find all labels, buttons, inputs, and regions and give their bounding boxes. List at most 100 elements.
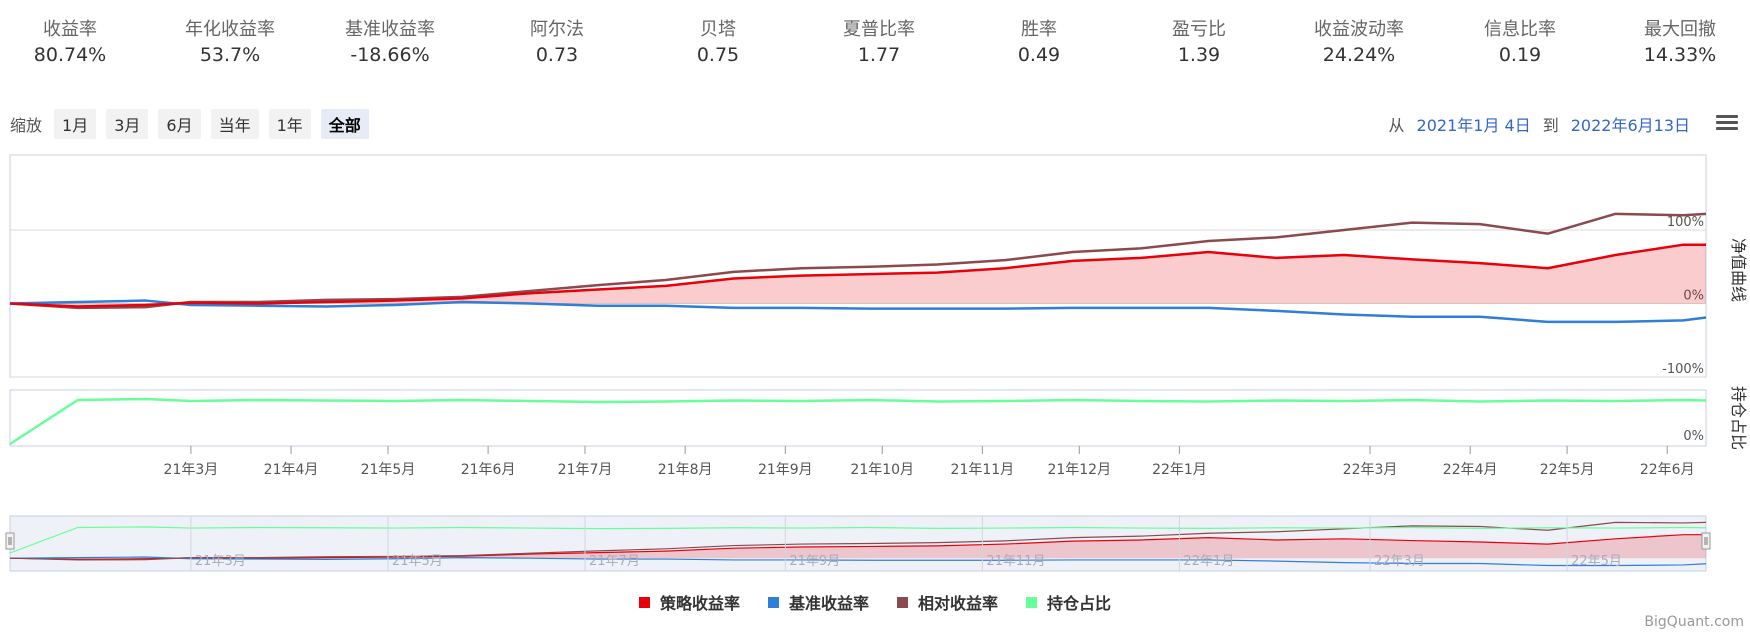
navigator-tick-label: 21年11月 — [986, 554, 1045, 569]
x-tick-label: 21年11月 — [951, 462, 1015, 478]
navigator-tick-label: 22年1月 — [1183, 554, 1234, 569]
navigator-tick-label: 21年5月 — [392, 554, 443, 569]
stat-label: 年化收益率 — [185, 19, 275, 40]
navigator-series-2 — [9, 521, 1707, 561]
stat-value: 0.75 — [696, 44, 740, 66]
pane-title-position: 持仓占比 — [1729, 386, 1748, 450]
navigator-series-1 — [9, 556, 1707, 567]
y-tick-label: 100% — [1667, 215, 1704, 230]
handle-box — [5, 532, 15, 550]
x-tick-label: 21年4月 — [264, 462, 319, 478]
zoom-1m-button[interactable]: 1月 — [54, 109, 97, 139]
x-tick-label: 21年10月 — [850, 462, 914, 478]
stat-value: 14.33% — [1643, 44, 1717, 66]
zoom-label: 缩放 — [10, 116, 43, 135]
zoom-3m-button[interactable]: 3月 — [106, 109, 149, 139]
stat-value: 24.24% — [1322, 44, 1396, 66]
stat-value: 0.19 — [1498, 44, 1542, 66]
stat-information-ratio: 信息比率 0.19 — [1450, 18, 1590, 68]
hamburger-menu-icon[interactable] — [1716, 112, 1738, 134]
y-tick-label: 0% — [1683, 289, 1704, 304]
range-to-label: 到 — [1542, 116, 1559, 135]
legend-item-strategy[interactable]: 策略收益率 — [638, 590, 740, 614]
legend-label: 相对收益率 — [918, 594, 999, 613]
stat-win-rate: 胜率 0.49 — [969, 18, 1109, 68]
zoom-1y-button[interactable]: 1年 — [268, 109, 311, 139]
legend-swatch — [638, 596, 650, 608]
navigator-series-3 — [9, 526, 1707, 554]
stat-value: 1.39 — [1177, 44, 1221, 66]
stat-profit-loss-ratio: 盈亏比 1.39 — [1129, 18, 1269, 68]
x-tick-label: 22年1月 — [1152, 462, 1207, 478]
handle-box — [1701, 532, 1711, 550]
stat-alpha: 阿尔法 0.73 — [487, 18, 627, 68]
range-from-input[interactable]: 2021年1月 4日 — [1416, 116, 1531, 135]
stat-label: 信息比率 — [1484, 19, 1556, 40]
stats-bar: 收益率 80.74% 年化收益率 53.7% 基准收益率 -18.66% 阿尔法… — [0, 18, 1750, 74]
stat-label: 阿尔法 — [530, 19, 584, 40]
x-tick-label: 21年5月 — [361, 462, 416, 478]
navigator-tick-label: 21年3月 — [195, 554, 246, 569]
zoom-6m-button[interactable]: 6月 — [158, 109, 201, 139]
range-from-label: 从 — [1388, 116, 1405, 135]
stat-value: -18.66% — [350, 44, 430, 66]
legend-item-position[interactable]: 持仓占比 — [1026, 590, 1111, 614]
stat-label: 贝塔 — [700, 19, 736, 40]
legend-item-benchmark[interactable]: 基准收益率 — [767, 590, 869, 614]
legend-label: 策略收益率 — [659, 594, 740, 613]
stat-value: 0.73 — [535, 44, 579, 66]
stat-sharpe: 夏普比率 1.77 — [809, 18, 949, 68]
stat-label: 胜率 — [1021, 19, 1057, 40]
zoom-all-button[interactable]: 全部 — [320, 109, 369, 139]
legend-swatch — [1026, 596, 1038, 608]
navigator-tick-label: 21年9月 — [789, 554, 840, 569]
stat-annual-return: 年化收益率 53.7% — [160, 18, 300, 68]
stat-label: 基准收益率 — [345, 19, 435, 40]
y-tick-label: -100% — [1662, 362, 1704, 377]
navigator-series-0 — [9, 534, 1706, 560]
range-to-input[interactable]: 2022年6月13日 — [1570, 116, 1690, 135]
navigator-tick-label: 22年3月 — [1374, 554, 1425, 569]
x-tick-label: 22年6月 — [1640, 462, 1695, 478]
navigator-left-handle[interactable] — [5, 532, 15, 550]
navigator-tick-label: 22年5月 — [1571, 554, 1622, 569]
credit-link[interactable]: BigQuant.com — [1644, 614, 1744, 630]
stat-label: 夏普比率 — [843, 19, 915, 40]
stat-beta: 贝塔 0.75 — [648, 18, 788, 68]
stat-label: 收益率 — [43, 19, 97, 40]
stat-label: 收益波动率 — [1314, 19, 1404, 40]
legend-label: 基准收益率 — [788, 594, 869, 613]
navigator-right-handle[interactable] — [1701, 532, 1711, 550]
legend-label: 持仓占比 — [1047, 594, 1112, 613]
x-tick-label: 22年4月 — [1443, 462, 1498, 478]
legend-swatch — [897, 596, 908, 608]
stat-return: 收益率 80.74% — [0, 18, 140, 68]
x-tick-label: 22年5月 — [1540, 462, 1595, 478]
x-tick-label: 21年8月 — [658, 462, 713, 478]
date-range: 从 2021年1月 4日 到 2022年6月13日 — [1377, 110, 1690, 138]
legend-swatch — [767, 596, 779, 608]
zoom-ytd-button[interactable]: 当年 — [210, 109, 259, 139]
navigator-tick-label: 21年7月 — [589, 554, 640, 569]
stat-volatility: 收益波动率 24.24% — [1289, 18, 1429, 68]
x-tick-label: 21年9月 — [758, 462, 813, 478]
x-tick-label: 22年3月 — [1343, 462, 1398, 478]
stat-value: 53.7% — [199, 44, 261, 66]
x-tick-label: 21年3月 — [164, 462, 219, 478]
stat-value: 1.77 — [857, 44, 901, 66]
x-tick-label: 21年7月 — [558, 462, 613, 478]
zoom-selector: 缩放 1月 3月 6月 当年 1年 全部 — [10, 109, 379, 139]
y-tick-label: 0% — [1683, 429, 1704, 444]
stat-max-drawdown: 最大回撤 14.33% — [1610, 18, 1750, 68]
legend-item-relative[interactable]: 相对收益率 — [897, 590, 998, 614]
pane-title-net-value: 净值曲线 — [1729, 238, 1748, 302]
legend: 策略收益率 基准收益率 相对收益率 持仓占比 — [0, 590, 1750, 614]
pane-position-frame — [9, 389, 1707, 447]
x-tick-label: 21年12月 — [1047, 462, 1111, 478]
x-tick-label: 21年6月 — [461, 462, 516, 478]
stat-label: 盈亏比 — [1172, 19, 1226, 40]
stat-value: 0.49 — [1017, 44, 1061, 66]
stat-value: 80.74% — [33, 44, 107, 66]
stat-benchmark-return: 基准收益率 -18.66% — [320, 18, 460, 68]
